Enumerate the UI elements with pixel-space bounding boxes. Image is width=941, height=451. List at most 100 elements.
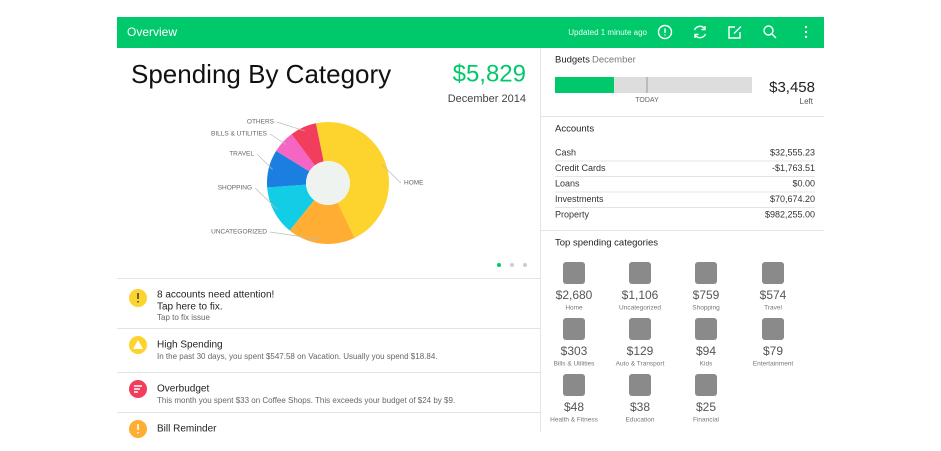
account-balance: $0.00 (792, 178, 815, 188)
category-tile[interactable]: $303 Bills & Utilities (554, 318, 596, 368)
alert-item[interactable]: Bill Reminder (129, 420, 217, 438)
pie-chart: HOME UNCATEGORIZED SHOPPING TRAVEL BILLS & U… (211, 119, 424, 244)
category-amount: $38 (630, 400, 650, 414)
account-name: Loans (555, 178, 580, 188)
category-amount: $303 (561, 344, 588, 358)
alert-title: Overbudget (157, 384, 209, 395)
app-bar (117, 17, 824, 48)
updated-status: Updated 1 minute ago (568, 28, 647, 37)
category-tile[interactable]: $48 Health & Fitness (550, 374, 599, 424)
category-tile[interactable]: $38 Education (626, 374, 655, 424)
category-label: Kids (700, 361, 713, 368)
category-icon (762, 318, 784, 340)
more-button[interactable] (804, 25, 808, 39)
category-amount: $759 (693, 288, 720, 302)
category-label: Auto & Transport (616, 361, 665, 368)
pie-label: UNCATEGORIZED (211, 229, 267, 236)
category-tile[interactable]: $759 Shopping (692, 262, 720, 312)
alert-line: Tap here to fix. (157, 302, 223, 313)
category-icon (563, 318, 585, 340)
category-tile[interactable]: $79 Entertainment (753, 318, 794, 368)
today-label: TODAY (635, 97, 659, 104)
search-button[interactable] (763, 25, 777, 39)
category-label: Uncategorized (619, 305, 661, 312)
category-amount: $574 (760, 288, 787, 302)
category-icon (629, 318, 651, 340)
category-label: Bills & Utilities (554, 361, 596, 368)
category-label: Education (626, 417, 655, 424)
alert-detail: This month you spent $33 on Coffee Shops… (157, 396, 455, 405)
category-icon (629, 374, 651, 396)
top-categories: $2,680 Home $1,106 Uncategorized $759 Shoppin… (550, 262, 793, 424)
alert-detail: Tap to fix issue (157, 313, 210, 322)
alert-detail: In the past 30 days, you spent $547.58 o… (157, 352, 438, 361)
pie-slice (291, 123, 324, 166)
account-name: Property (555, 209, 590, 219)
account-name: Investments (555, 194, 604, 204)
category-amount: $94 (696, 344, 716, 358)
category-tile[interactable]: $94 Kids (695, 318, 717, 368)
category-icon (563, 374, 585, 396)
accounts-list: Cash $32,555.23 Credit Cards -$1,763.51 Loan… (555, 147, 815, 219)
category-tile[interactable]: $574 Travel (760, 262, 787, 312)
alert-button[interactable] (657, 24, 673, 40)
category-amount: $48 (564, 400, 584, 414)
account-balance: $982,255.00 (765, 209, 815, 219)
refresh-button[interactable] (693, 25, 707, 39)
category-icon (762, 262, 784, 284)
alert-title: Bill Reminder (157, 424, 217, 435)
alert-glyph (134, 385, 142, 393)
pie-label: BILLS & UTILITIES (211, 131, 268, 138)
category-label: Travel (764, 305, 782, 312)
category-label: Financial (693, 417, 720, 424)
category-icon (695, 318, 717, 340)
category-amount: $79 (763, 344, 783, 358)
leader-line (276, 121, 305, 132)
pie-slice (266, 150, 310, 188)
leader-line (381, 164, 402, 184)
category-tile[interactable]: $2,680 Home (556, 262, 593, 312)
toolbar-icons (657, 24, 808, 40)
spending-title: Spending By Category (131, 59, 391, 89)
account-balance: $70,674.20 (770, 194, 815, 204)
alert-title: 8 accounts need attention! (157, 290, 274, 301)
spending-period: December 2014 (448, 93, 526, 105)
category-amount: $129 (627, 344, 654, 358)
pie-slice (267, 184, 315, 231)
spending-total: $5,829 (453, 60, 526, 87)
pie-slice (315, 122, 389, 238)
budget-left-amount: $3,458 (769, 79, 815, 96)
leader-line (269, 133, 287, 145)
page-dots (497, 263, 527, 267)
category-tile[interactable]: $129 Auto & Transport (616, 318, 665, 368)
category-icon (695, 374, 717, 396)
category-tile[interactable]: $1,106 Uncategorized (619, 262, 661, 312)
pie-label: TRAVEL (229, 151, 254, 158)
category-icon (695, 262, 717, 284)
category-icon (563, 262, 585, 284)
account-balance: -$1,763.51 (772, 163, 815, 173)
account-name: Credit Cards (555, 163, 606, 173)
category-label: Entertainment (753, 361, 794, 368)
account-name: Cash (555, 147, 576, 157)
alert-item[interactable]: 8 accounts need attention!Tap here to fi… (129, 289, 274, 322)
pie-label: OTHERS (247, 119, 275, 126)
top-title: Top spending categories (555, 238, 658, 249)
category-tile[interactable]: $25 Financial (693, 374, 720, 424)
edit-button[interactable] (728, 26, 742, 39)
accounts-title: Accounts (555, 124, 594, 135)
pie-label: SHOPPING (218, 185, 252, 192)
alerts-list: 8 accounts need attention!Tap here to fi… (117, 278, 540, 438)
budgets-title: Budgets (555, 55, 590, 66)
budget-progress (555, 77, 614, 93)
category-label: Shopping (692, 305, 720, 312)
pie-slice (289, 200, 355, 244)
budgets-month: December (592, 55, 636, 66)
pie-hole (306, 161, 350, 205)
category-amount: $25 (696, 400, 716, 414)
pie-label: HOME (404, 180, 424, 187)
pie-slice (276, 134, 315, 172)
